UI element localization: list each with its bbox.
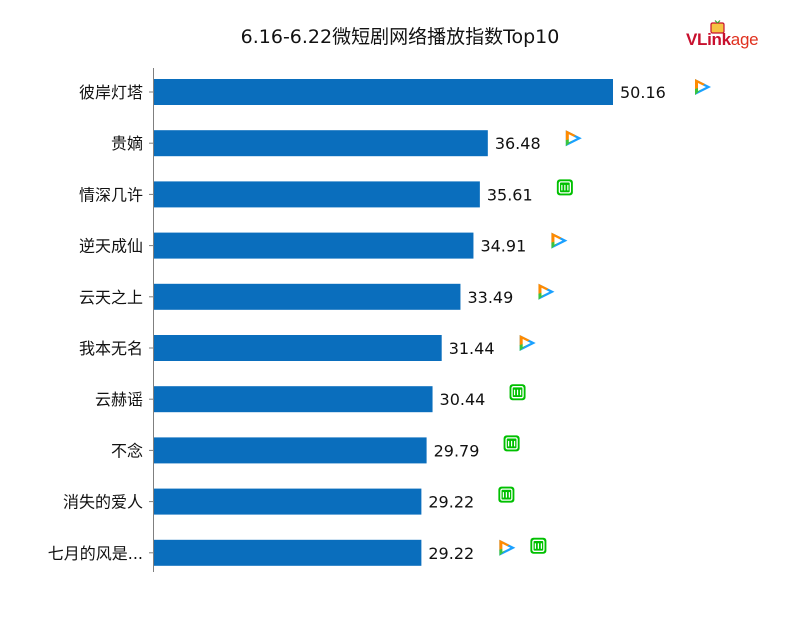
value-label: 33.49 (467, 288, 513, 307)
iqiyi-icon-frame (532, 539, 545, 552)
category-label: 贵嫡 (111, 134, 143, 153)
iqiyi-icon (556, 179, 573, 196)
bar (154, 181, 480, 208)
tencent-icon-play (554, 236, 563, 245)
bar (154, 283, 461, 310)
chart-title: 6.16-6.22微短剧网络播放指数Top10 (240, 26, 560, 48)
logo-brand: VLink (686, 30, 731, 49)
value-label: 50.16 (620, 83, 666, 102)
iqiyi-icon (530, 537, 547, 554)
value-label: 30.44 (440, 390, 486, 409)
category-label: 云赫谣 (95, 390, 143, 409)
value-label: 29.79 (434, 441, 480, 460)
bar (154, 232, 474, 259)
value-label: 34.91 (480, 237, 526, 256)
value-label: 35.61 (487, 185, 533, 204)
category-label: 逆天成仙 (79, 237, 143, 256)
bar (154, 386, 433, 413)
iqiyi-icon (498, 486, 515, 503)
tencent-icon-play (541, 287, 550, 296)
category-label: 我本无名 (79, 339, 143, 358)
tencent-icon-play (698, 83, 706, 91)
value-label: 31.44 (449, 339, 495, 358)
tencent-video-icon (519, 335, 536, 351)
iqiyi-icon-frame (505, 437, 518, 450)
category-label: 不念 (111, 441, 143, 460)
iqiyi-icon-frame (511, 386, 524, 399)
vlinkage-logo: VLinkage (686, 20, 776, 54)
tencent-video-icon (499, 539, 516, 556)
iqiyi-icon-frame (558, 181, 572, 194)
iqiyi-icon-frame (500, 488, 513, 501)
logo-suffix: age (730, 30, 759, 49)
value-label: 36.48 (495, 134, 541, 153)
bar (154, 488, 422, 515)
tencent-icon-play (502, 543, 511, 552)
value-label: 29.22 (428, 544, 474, 563)
value-label: 29.22 (428, 493, 474, 512)
tencent-icon-play (568, 134, 577, 143)
category-label: 消失的爱人 (63, 493, 143, 512)
category-label: 七月的风是... (48, 544, 143, 563)
bar (154, 130, 488, 157)
bar (154, 79, 613, 105)
tencent-video-icon (551, 232, 568, 249)
logo-wordmark: VLinkage (686, 30, 759, 50)
tencent-icon-play (522, 339, 531, 347)
tencent-video-icon (565, 130, 582, 147)
tencent-video-icon (695, 79, 711, 95)
logo-tv-icon (710, 20, 725, 34)
category-label: 彼岸灯塔 (79, 83, 143, 102)
bar (154, 335, 442, 361)
bar (154, 437, 427, 464)
category-label: 情深几许 (79, 185, 143, 204)
iqiyi-icon (503, 435, 520, 452)
iqiyi-icon (509, 384, 526, 401)
tencent-video-icon (538, 283, 555, 300)
category-label: 云天之上 (79, 288, 143, 307)
bar (154, 539, 422, 566)
